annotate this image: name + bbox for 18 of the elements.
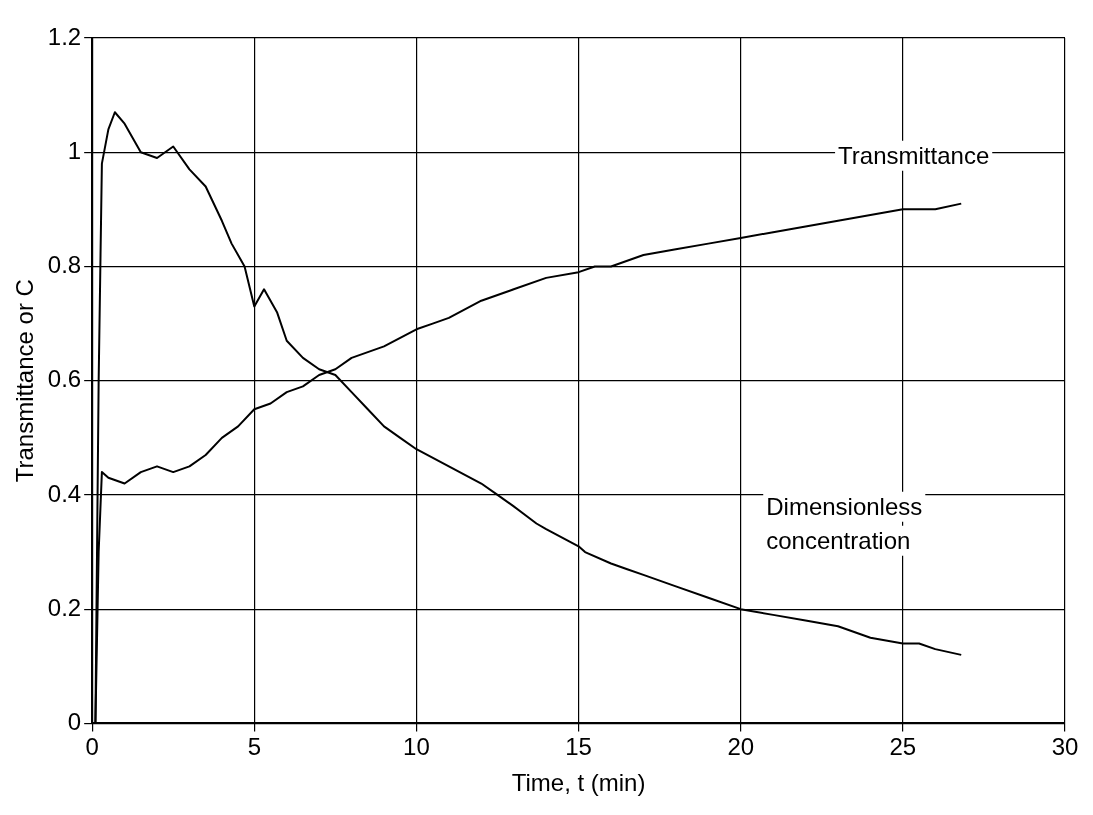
x-tick-label: 25 (889, 733, 917, 761)
x-tick-label: 30 (1051, 733, 1079, 761)
y-tick-label: 0.6 (47, 365, 82, 393)
text: Dimensionless concentration (766, 492, 923, 554)
y-tick-label: 0.2 (47, 593, 82, 621)
x-tick-label: 15 (565, 733, 592, 761)
y-axis-title: Transmittance or C (11, 279, 39, 483)
x-tick-label: 10 (403, 733, 430, 761)
y-tick-label: 0.4 (47, 479, 82, 507)
y-tick-label: 0 (67, 708, 82, 736)
y-tick-label: 1 (67, 136, 82, 164)
x-tick-label: 5 (247, 733, 261, 761)
series-label: Transmittance (838, 141, 990, 169)
y-tick-label: 0.8 (47, 251, 82, 279)
y-tick-label: 1.2 (47, 22, 82, 50)
x-tick-label: 20 (727, 733, 755, 761)
x-axis-title: Time, t (min) (511, 769, 646, 797)
x-tick-label: 0 (85, 733, 99, 761)
